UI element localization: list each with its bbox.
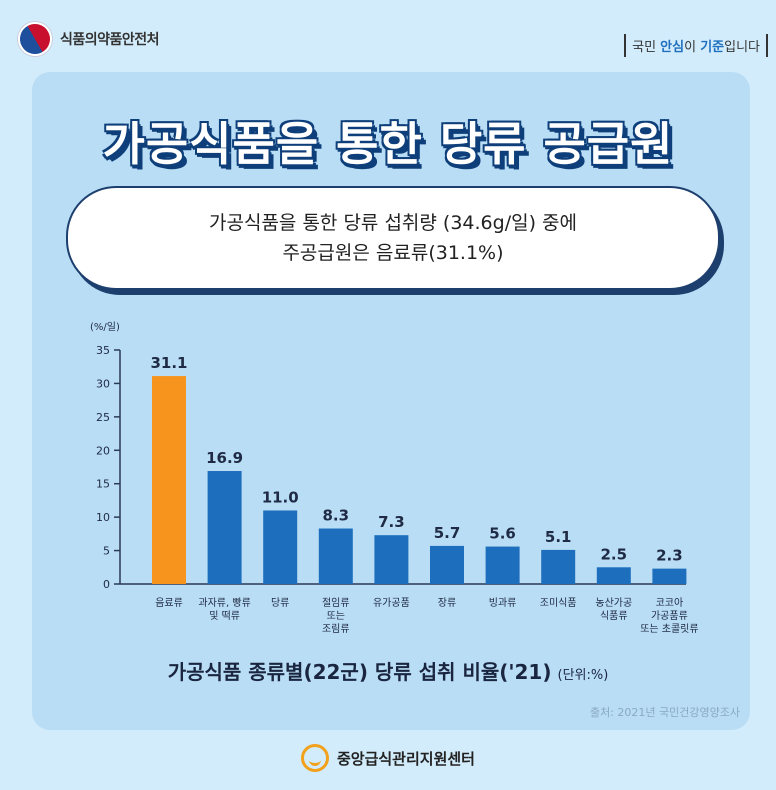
bar xyxy=(541,549,576,584)
bar-value-label: 5.6 xyxy=(489,525,516,543)
y-tick-label: 20 xyxy=(96,444,110,457)
x-category-label: 및 떡류 xyxy=(209,610,240,622)
footer: 중앙급식관리지원센터 xyxy=(0,744,776,772)
caption-unit: (단위:%) xyxy=(557,668,609,683)
y-tick-label: 0 xyxy=(103,578,110,591)
y-tick-label: 25 xyxy=(96,411,110,424)
page-title: 가공식품을 통한 당류 공급원 xyxy=(102,117,674,171)
bar-value-label: 5.1 xyxy=(545,528,572,546)
x-category-label: 빙과류 xyxy=(489,597,517,609)
y-tick-label: 35 xyxy=(96,344,110,357)
x-category-label: 장류 xyxy=(438,597,456,609)
source-note: 출처: 2021년 국민건강영양조사 xyxy=(589,706,740,719)
x-category-label: 당류 xyxy=(271,597,289,609)
bar xyxy=(207,471,242,584)
bar-value-label: 31.1 xyxy=(150,354,187,372)
slogan-bold-2: 기준 xyxy=(700,40,725,55)
bar-value-label: 2.3 xyxy=(656,547,683,565)
x-category-label: 조미식품 xyxy=(540,597,577,609)
x-category-label: 코코아 xyxy=(656,597,684,609)
summary-line-2: 주공급원은 음료류(31.1%) xyxy=(282,242,504,264)
y-tick-label: 5 xyxy=(103,545,110,558)
bar-value-label: 16.9 xyxy=(206,449,243,467)
bar xyxy=(318,528,353,584)
content-panel xyxy=(32,72,750,730)
bar-value-label: 11.0 xyxy=(262,488,299,506)
bar xyxy=(430,545,464,584)
x-category-label: 또는 xyxy=(327,610,345,622)
slogan-text: 국민 xyxy=(632,40,661,55)
footer-org-name: 중앙급식관리지원센터 xyxy=(336,749,475,768)
x-category-label: 식품류 xyxy=(600,610,628,622)
agency-logo: 식품의약품안전처 xyxy=(11,15,160,63)
summary-line-1: 가공식품을 통한 당류 섭취량 (34.6g/일) 중에 xyxy=(209,212,577,234)
bar xyxy=(374,535,409,584)
bar-value-label: 8.3 xyxy=(323,507,350,525)
x-category-label: 과자류, 빵류 xyxy=(198,597,250,609)
caption-title: 가공식품 종류별(22군) 당류 섭취 비율('21) xyxy=(167,660,552,684)
bar-value-label: 7.3 xyxy=(378,513,405,531)
summary-bubble: 가공식품을 통한 당류 섭취량 (34.6g/일) 중에 주공급원은 음료류(3… xyxy=(66,186,720,290)
y-tick-label: 10 xyxy=(96,511,110,524)
x-category-label: 조림류 xyxy=(322,623,350,635)
slogan-text-3: 입니다 xyxy=(724,40,760,55)
y-tick-label: 15 xyxy=(96,478,110,491)
x-category-label: 절임류 xyxy=(322,596,350,609)
smile-logo-icon xyxy=(300,744,329,772)
bar xyxy=(485,546,520,584)
x-category-label: 유가공품 xyxy=(373,597,410,609)
x-category-label: 농산가공 xyxy=(595,597,632,609)
slogan-text-2: 이 xyxy=(684,40,701,55)
top-bar: 식품의약품안전처 국민 안심이 기준입니다 xyxy=(0,0,776,80)
y-tick-label: 30 xyxy=(96,377,110,390)
bar xyxy=(152,376,186,584)
slogan-bold-1: 안심 xyxy=(660,40,685,55)
agency-name: 식품의약품안전처 xyxy=(60,32,160,48)
bar-value-label: 2.5 xyxy=(601,545,628,563)
bar xyxy=(652,568,687,584)
y-axis-label: (%/일) xyxy=(90,321,120,333)
x-category-label: 음료류 xyxy=(155,597,183,609)
chart-caption: 가공식품 종류별(22군) 당류 섭취 비율('21) (단위:%) xyxy=(0,656,776,685)
bar xyxy=(263,510,298,584)
bar xyxy=(596,567,631,584)
x-category-label: 또는 초콜릿류 xyxy=(640,623,698,635)
slogan: 국민 안심이 기준입니다 xyxy=(624,34,768,57)
bar-value-label: 5.7 xyxy=(434,524,461,542)
x-category-label: 가공품류 xyxy=(651,610,688,622)
